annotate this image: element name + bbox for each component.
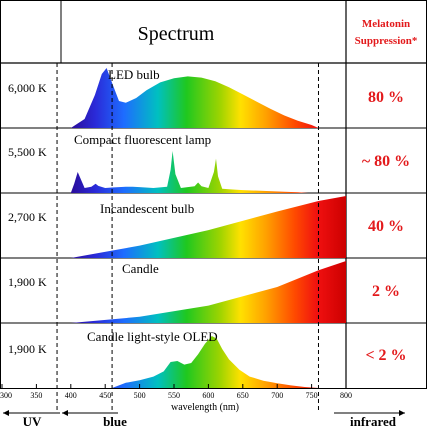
row-4-suppression: 2 % [372, 283, 400, 300]
spectrum-area-row-5 [112, 336, 319, 388]
row-5-temperature: 1,900 K [8, 342, 47, 356]
x-tick-label-600: 600 [202, 391, 214, 400]
x-tick-label-350: 350 [30, 391, 42, 400]
x-tick-label-500: 500 [134, 391, 146, 400]
spectrum-area-row-1 [70, 68, 319, 128]
x-tick-label-800: 800 [340, 391, 352, 400]
uv-band-label: UV [23, 414, 42, 429]
infrared-band-label: infrared [350, 414, 397, 429]
x-tick-label-700: 700 [271, 391, 283, 400]
row-1-source: LED bulb [108, 67, 160, 82]
row-3-temperature: 2,700 K [8, 210, 47, 224]
uv-band-arrow [3, 410, 60, 416]
x-axis: 300 350 400 450 500 550 600 650 700 750 800 [0, 384, 352, 400]
wavelength-dividers [56, 63, 319, 412]
row-5-suppression: < 2 % [365, 347, 406, 364]
row-1-suppression: 80 % [368, 89, 404, 106]
x-tick-label-300: 300 [0, 391, 12, 400]
row-4-temperature: 1,900 K [8, 275, 47, 289]
spectrum-area-row-4 [70, 261, 347, 323]
infrared-band-arrow [334, 410, 405, 416]
row-2-temperature: 5,500 K [8, 145, 47, 159]
spectrum-area-row-2 [70, 151, 309, 193]
x-tick-label-400: 400 [65, 391, 77, 400]
row-2-source: Compact fluorescent lamp [74, 132, 211, 147]
row-1-temperature: 6,000 K [8, 81, 47, 95]
row-2-suppression: ~ 80 % [362, 153, 410, 170]
melatonin-header-line2: Suppression* [355, 35, 418, 47]
x-tick-label-650: 650 [237, 391, 249, 400]
spectrum-area-row-3 [70, 196, 347, 258]
x-tick-label-750: 750 [306, 391, 318, 400]
blue-band-label: blue [103, 414, 127, 429]
spectrum-areas [70, 68, 347, 388]
x-axis-label: wavelength (nm) [171, 402, 239, 413]
melatonin-header-line1: Melatonin [362, 18, 410, 30]
chart-title: Spectrum [138, 23, 215, 45]
row-5-source: Candle light-style OLED [87, 329, 218, 344]
row-3-suppression: 40 % [368, 218, 404, 235]
x-tick-label-450: 450 [99, 391, 111, 400]
row-3-source: Incandescent bulb [100, 201, 194, 216]
row-4-source: Candle [122, 261, 159, 276]
x-tick-label-550: 550 [168, 391, 180, 400]
blue-band-arrow [62, 410, 118, 416]
